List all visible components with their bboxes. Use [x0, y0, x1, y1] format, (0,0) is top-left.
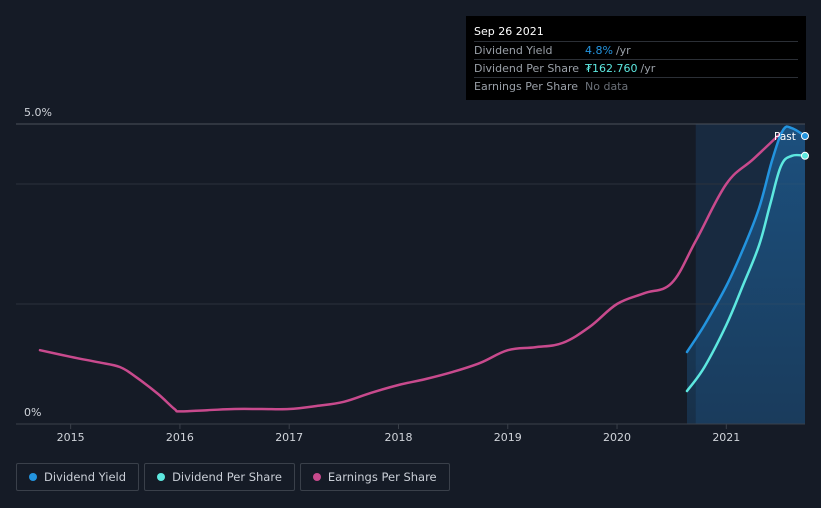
x-tick-label: 2017	[275, 431, 303, 444]
tooltip-row-label: Dividend Yield	[474, 44, 553, 57]
x-tick-label: 2021	[712, 431, 740, 444]
tooltip-row-label: Dividend Per Share	[474, 62, 580, 75]
x-axis-ticks: 2015 2016 2017 2018 2019 2020 2021	[57, 424, 740, 444]
tooltip-date: Sep 26 2021	[474, 25, 544, 38]
tooltip-row-unit: /yr	[640, 62, 656, 75]
legend-label: Dividend Per Share	[172, 470, 282, 484]
tooltip-row-value: No data	[585, 80, 629, 93]
series-endpoint-dividend-per-share	[801, 151, 809, 160]
legend-item-earnings-per-share[interactable]: Earnings Per Share	[299, 463, 450, 491]
x-tick-label: 2019	[494, 431, 522, 444]
x-tick-label: 2018	[384, 431, 412, 444]
x-tick-label: 2015	[57, 431, 85, 444]
series-endpoint-dividend-yield	[801, 132, 809, 140]
series-lines	[38, 125, 807, 413]
tooltip-row-dividend-yield: Dividend Yield 4.8% /yr	[474, 41, 798, 59]
past-label: Past	[774, 131, 796, 143]
legend-item-dividend-per-share[interactable]: Dividend Per Share	[144, 463, 295, 491]
legend-dot-icon	[312, 473, 321, 481]
legend-item-dividend-yield[interactable]: Dividend Yield	[16, 463, 140, 491]
legend: Dividend Yield Dividend Per Share Earnin…	[16, 463, 450, 491]
legend-dot-icon	[29, 473, 37, 481]
legend-label: Dividend Yield	[44, 470, 127, 484]
plot-background	[16, 124, 805, 424]
tooltip-row-value: 4.8%	[585, 44, 613, 57]
tooltip-row-value: ₮162.760	[585, 62, 638, 75]
x-tick-label: 2020	[603, 431, 631, 444]
series-line-earnings-per-share	[38, 131, 783, 413]
gridlines	[16, 123, 805, 305]
x-tick-label: 2016	[166, 431, 194, 444]
legend-label: Earnings Per Share	[327, 470, 437, 484]
series-line-dividend-yield	[685, 125, 807, 354]
y-tick-label-max: 5.0%	[24, 106, 52, 119]
tooltip: Sep 26 2021 Dividend Yield 4.8% /yr Divi…	[466, 16, 806, 100]
series-line-dividend-per-share	[685, 153, 807, 393]
tooltip-row-label: Earnings Per Share	[474, 80, 579, 93]
tooltip-row-unit: /yr	[615, 44, 631, 57]
tooltip-row-dividend-per-share: Dividend Per Share ₮162.760 /yr	[474, 59, 798, 77]
y-tick-label-zero: 0%	[24, 406, 41, 419]
series-endpoint-markers	[801, 132, 809, 160]
legend-dot-icon	[157, 473, 166, 481]
tooltip-row-earnings-per-share: Earnings Per Share No data	[474, 77, 798, 95]
